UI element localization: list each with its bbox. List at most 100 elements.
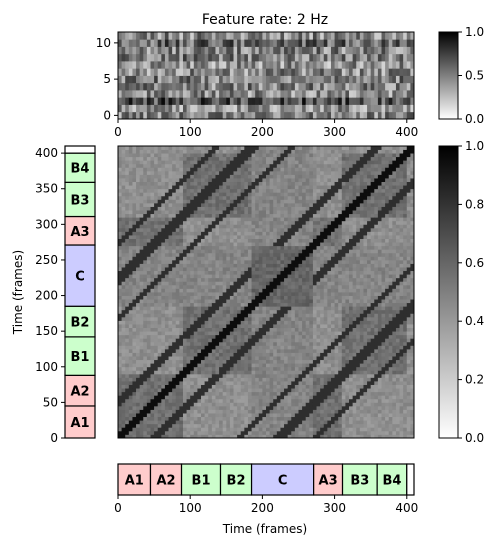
ssm-cell — [222, 391, 227, 396]
ssm-cell — [175, 363, 180, 368]
ssm-cell — [208, 299, 213, 304]
ssm-cell — [154, 256, 159, 261]
chroma-cell — [395, 111, 400, 120]
ssm-cell — [190, 434, 195, 439]
ssm-cell — [266, 146, 271, 150]
ssm-cell — [208, 249, 213, 254]
ssm-cell — [247, 423, 252, 428]
chroma-cell — [125, 39, 130, 47]
ssm-cell — [164, 409, 169, 414]
ssm-cell — [211, 356, 216, 361]
ssm-cell — [168, 217, 173, 222]
ssm-cell — [172, 206, 177, 211]
ssm-cell — [164, 434, 169, 439]
chroma-cell — [157, 97, 162, 105]
ssm-cell — [161, 423, 166, 428]
ssm-cell — [284, 195, 289, 200]
chroma-cell — [280, 82, 285, 91]
ssm-cell — [208, 256, 213, 261]
ssm-cell — [280, 163, 285, 168]
ssm-cell — [280, 224, 285, 229]
ssm-cell — [258, 146, 263, 150]
ssm-cell — [215, 220, 220, 225]
ssm-cell — [229, 256, 234, 261]
ssm-cell — [118, 181, 123, 186]
ssm-cell — [244, 370, 249, 375]
ssm-cell — [240, 238, 245, 243]
ssm-cell — [291, 370, 296, 375]
ssm-cell — [258, 420, 263, 425]
ssm-cell — [150, 160, 155, 165]
ssm-cell — [175, 185, 180, 190]
ssm-cell — [229, 195, 234, 200]
ssm-cell — [164, 178, 169, 183]
ssm-cell — [211, 170, 216, 175]
ssm-cell — [164, 334, 169, 339]
chroma-cell — [266, 82, 271, 91]
chroma-cell — [164, 46, 169, 55]
ssm-cell — [168, 249, 173, 254]
ssm-cell — [154, 302, 159, 307]
ssm-cell — [128, 416, 133, 421]
ssm-cell — [128, 153, 133, 158]
ssm-cell — [172, 149, 177, 154]
ssm-cell — [157, 263, 162, 268]
ssm-cell — [208, 384, 213, 389]
ssm-cell — [273, 405, 278, 410]
ssm-cell — [204, 348, 209, 353]
ssm-cell — [182, 156, 187, 161]
ssm-cell — [280, 188, 285, 193]
ssm-cell — [118, 224, 123, 229]
ssm-cell — [139, 320, 144, 325]
ssm-cell — [154, 327, 159, 332]
ssm-cell — [251, 224, 256, 229]
chroma-cell — [247, 82, 252, 91]
ssm-cell — [287, 402, 292, 407]
ssm-cell — [251, 370, 256, 375]
chroma-cell — [305, 61, 310, 69]
ssm-cell — [211, 277, 216, 282]
ssm-cell — [125, 192, 130, 197]
ssm-cell — [287, 245, 292, 250]
ssm-cell — [157, 409, 162, 414]
ssm-cell — [244, 427, 249, 432]
ssm-cell — [291, 413, 296, 418]
ssm-cell — [251, 423, 256, 428]
ssm-cell — [197, 384, 202, 389]
ssm-cell — [284, 405, 289, 410]
ssm-cell — [204, 423, 209, 428]
ssm-cell — [255, 224, 260, 229]
chroma-cell — [247, 97, 252, 105]
ssm-cell — [143, 370, 148, 375]
chroma-cell — [388, 104, 393, 113]
ssm-cell — [179, 292, 184, 296]
chroma-cell — [125, 32, 130, 40]
ssm-cell — [157, 348, 162, 353]
ssm-cell — [146, 160, 151, 165]
ssm-cell — [157, 420, 162, 425]
ssm-cell — [284, 174, 289, 179]
ssm-cell — [164, 373, 169, 378]
chroma-cell — [204, 111, 209, 120]
ssm-cell — [273, 420, 278, 425]
ssm-cell — [118, 284, 123, 289]
ssm-cell — [291, 405, 296, 410]
ssm-cell — [237, 377, 242, 382]
ssm-cell — [247, 206, 252, 211]
chroma-cell — [359, 90, 364, 98]
ssm-cell — [280, 398, 285, 403]
chroma-cell — [258, 46, 263, 55]
ssm-cell — [193, 163, 198, 168]
ssm-cell — [150, 316, 155, 321]
ssm-cell — [157, 430, 162, 435]
chroma-cell — [341, 61, 346, 69]
ssm-cell — [146, 405, 151, 410]
ssm-cell — [172, 227, 177, 232]
chroma-cell — [157, 75, 162, 84]
chroma-cell — [356, 82, 361, 91]
ssm-cell — [229, 324, 234, 329]
ssm-cell — [121, 398, 126, 403]
ssm-cell — [219, 213, 224, 218]
ssm-cell — [182, 284, 187, 289]
ssm-cell — [190, 270, 195, 275]
